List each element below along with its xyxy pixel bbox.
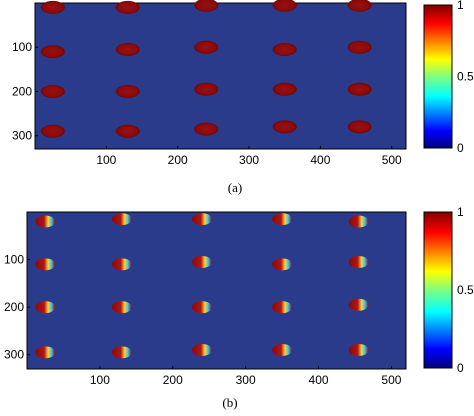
colorbar-tick-label: 0: [457, 141, 464, 155]
heatmap-blob: [272, 120, 297, 134]
colorbar-b: [423, 211, 453, 369]
y-tick-label: 100: [4, 253, 24, 267]
heatmap-blob: [272, 42, 297, 56]
x-tick-label: 400: [310, 153, 330, 167]
heatmap-blob: [272, 213, 293, 226]
x-tick-label: 100: [90, 373, 110, 387]
x-tick-label: 300: [239, 153, 259, 167]
heatmap-blob: [272, 82, 297, 96]
heatmap-blob: [115, 42, 140, 56]
heatmap-blob: [35, 215, 56, 228]
heatmap-blob: [115, 84, 140, 98]
x-tick-label: 500: [381, 373, 401, 387]
heatmap-blob: [348, 215, 369, 228]
y-tick-labels-a: 100 200 300: [12, 40, 38, 143]
heatmap-blob: [40, 124, 65, 138]
heatmap-blob: [35, 258, 56, 271]
heatmap-blob: [111, 346, 132, 359]
y-tick-label: 100: [12, 40, 32, 54]
colorbar-tick-label: 0.50: [457, 283, 474, 297]
caption-a: (a): [228, 180, 242, 195]
heatmap-blob: [40, 84, 65, 98]
colorbar-tick-label: 0.5: [457, 70, 474, 84]
x-tick-label: 200: [163, 373, 183, 387]
heatmap-blob: [35, 346, 56, 359]
heatmap-blob: [191, 255, 212, 268]
heatmap-blob: [191, 343, 212, 356]
plot-area-a: [34, 2, 407, 150]
colorbar-tick-labels-b: 0 0.50 1: [457, 205, 474, 375]
heatmap-blobs-a: [40, 0, 372, 138]
x-tick-label: 200: [168, 153, 188, 167]
y-tick-label: 200: [4, 300, 24, 314]
heatmap-blob: [347, 0, 372, 12]
y-tick-label: 200: [12, 84, 32, 98]
x-tick-label: 100: [96, 153, 116, 167]
caption-b: (b): [222, 395, 237, 410]
heatmap-blob: [272, 258, 293, 271]
heatmap-blob: [111, 301, 132, 314]
x-tick-label: 500: [382, 153, 402, 167]
heatmap-blob: [35, 301, 56, 314]
heatmap-blobs-b: [35, 213, 369, 359]
heatmap-blob: [191, 213, 212, 226]
heatmap-blob: [115, 0, 140, 14]
heatmap-blob: [111, 258, 132, 271]
heatmap-blob: [191, 301, 212, 314]
heatmap-blob: [272, 301, 293, 314]
heatmap-blob: [348, 343, 369, 356]
plot-area-b: [26, 211, 407, 370]
heatmap-blob: [272, 343, 293, 356]
y-tick-label: 300: [4, 348, 24, 362]
heatmap-blob: [272, 0, 297, 12]
x-tick-label: 400: [309, 373, 329, 387]
heatmap-blob: [347, 82, 372, 96]
heatmap-blob: [347, 40, 372, 54]
heatmap-blob: [111, 213, 132, 226]
colorbar-tick-label: 1: [457, 205, 464, 219]
heatmap-blob: [194, 82, 219, 96]
x-tick-label: 300: [236, 373, 256, 387]
heatmap-blob: [115, 124, 140, 138]
colorbar-tick-labels-a: 00.51: [457, 0, 474, 155]
y-tick-labels-b: 100 200 300: [4, 253, 30, 362]
panel-b: 100 200 300 400 500 100 200 300 0 0.50 1 (b): [4, 205, 474, 410]
x-tick-labels-a: 100 200 300 400 500: [96, 146, 402, 167]
y-tick-label: 300: [12, 129, 32, 143]
heatmap-blob: [347, 120, 372, 134]
heatmap-blob: [194, 0, 219, 12]
heatmap-blob: [40, 45, 65, 59]
colorbar-tick-label: 0: [457, 361, 464, 375]
heatmap-blob: [348, 255, 369, 268]
heatmap-blob: [348, 298, 369, 311]
colorbar-a: [423, 4, 453, 149]
heatmap-blob: [194, 40, 219, 54]
colorbar-tick-label: 1: [457, 0, 464, 12]
x-tick-labels-b: 100 200 300 400 500: [90, 366, 402, 387]
heatmap-blob: [40, 0, 65, 14]
heatmap-blob: [194, 122, 219, 136]
